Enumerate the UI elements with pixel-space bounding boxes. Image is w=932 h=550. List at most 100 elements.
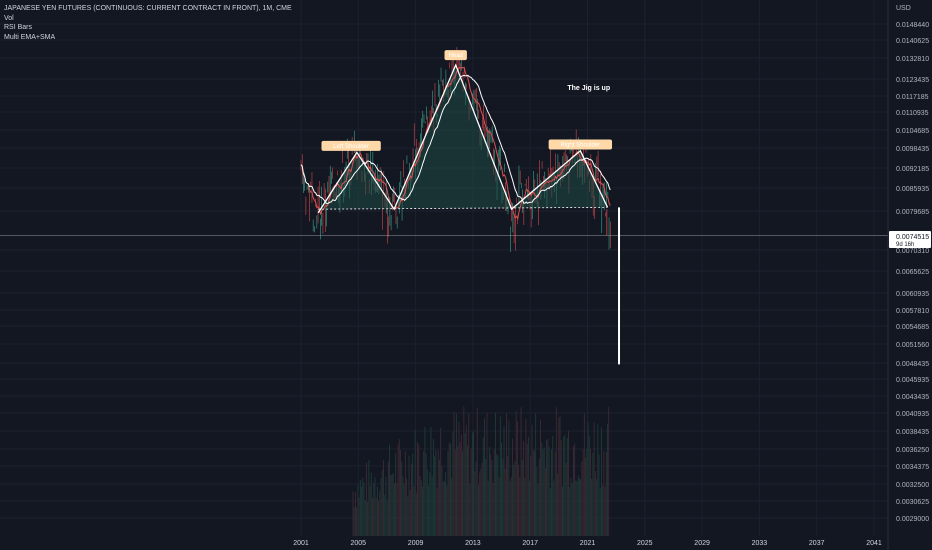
volume-bar [493, 449, 495, 536]
volume-bar [525, 418, 527, 536]
volume-bar [467, 445, 468, 536]
volume-bar [479, 472, 481, 536]
volume-bar [570, 477, 572, 536]
volume-bar [526, 443, 528, 536]
volume-bar [408, 455, 410, 536]
volume-bar [600, 427, 602, 536]
volume-bar [563, 436, 565, 536]
volume-bar [423, 451, 425, 536]
volume-bar [373, 482, 375, 536]
indicator-vol[interactable]: Vol [4, 14, 14, 22]
volume-bar [460, 434, 462, 536]
chart-title[interactable]: JAPANESE YEN FUTURES (CONTINUOUS: CURREN… [4, 5, 292, 12]
volume-bar [475, 461, 477, 536]
volume-bar [551, 449, 552, 536]
volume-bar [598, 454, 600, 536]
volume-bar [414, 429, 416, 536]
volume-bar [435, 449, 437, 536]
volume-bar [419, 476, 421, 536]
volume-bar [440, 427, 442, 536]
volume-bar [424, 426, 426, 536]
volume-bar [374, 477, 376, 536]
volume-bar [378, 500, 380, 536]
volume-bar [505, 413, 507, 536]
volume-bar [386, 499, 388, 536]
volume-bar [596, 479, 597, 536]
volume-bar [477, 485, 479, 536]
volume-bar [425, 453, 427, 536]
volume-bar [579, 478, 580, 536]
label-box [444, 50, 467, 61]
volume-bar [519, 476, 521, 536]
volume-bar [451, 477, 453, 536]
volume-bar [457, 446, 459, 536]
volume-bar [585, 457, 587, 536]
volume-bar [383, 460, 384, 536]
volume-bar [554, 451, 556, 536]
volume-bar [608, 406, 610, 536]
volume-bar [580, 479, 582, 536]
volume-bar [454, 449, 456, 536]
volume-bar [449, 443, 451, 536]
volume-bar [362, 477, 364, 536]
volume-bar [464, 433, 466, 536]
pattern-fill [318, 65, 608, 213]
volume-bar [370, 472, 372, 536]
volume-bar [569, 486, 571, 536]
volume-bar [429, 472, 431, 536]
volume-bar [577, 475, 579, 536]
volume-bar [547, 438, 549, 536]
volume-bar [513, 464, 515, 536]
volume-bar [514, 461, 516, 536]
volume-bar [393, 484, 395, 536]
volume-bar [512, 438, 513, 536]
volume-bar [441, 465, 443, 536]
volume-bar [507, 455, 509, 536]
label-box [321, 140, 381, 151]
volume-bar [530, 456, 532, 536]
volume-bar [458, 421, 460, 536]
volume-bar [591, 479, 593, 536]
volume-bar [367, 501, 369, 536]
volume-bar [473, 431, 475, 536]
volume-bar [562, 486, 563, 536]
volume-bar [491, 460, 493, 536]
volume-bar [568, 430, 569, 536]
volume-bar [486, 412, 488, 536]
volume-bar [593, 422, 595, 536]
volume-bar [485, 459, 487, 536]
volume-bar [553, 480, 555, 536]
volume-bar [406, 478, 408, 536]
pattern-label: Head [449, 53, 463, 59]
volume-bar [452, 432, 454, 536]
chart-legend: JAPANESE YEN FUTURES (CONTINUOUS: CURREN… [4, 4, 292, 42]
pattern-label: Right Shoulder [560, 142, 600, 148]
volume-bar [487, 480, 489, 536]
volume-bar [516, 421, 518, 536]
volume-bar [503, 426, 505, 536]
volume-bar [436, 487, 438, 536]
volume-bar [501, 442, 503, 536]
volume-bar [400, 450, 401, 536]
volume-bar [446, 485, 448, 536]
volume-bar [385, 476, 387, 536]
volume-bar [474, 471, 476, 536]
volume-bar [352, 491, 354, 536]
volume-bar [384, 495, 386, 536]
volume-bar [397, 444, 399, 536]
volume-bar [453, 411, 455, 536]
pattern-line [317, 63, 609, 214]
volume-bar [355, 492, 356, 536]
volume-bar [537, 483, 539, 536]
volume-bar [575, 480, 577, 536]
volume-bar [380, 477, 382, 536]
volume-bar [421, 486, 423, 536]
volume-bar [442, 481, 444, 536]
indicator-multi-ema-sma[interactable]: Multi EMA+SMA [4, 33, 56, 41]
pattern-label: Left Shoulder [333, 144, 369, 150]
volume-bar [502, 459, 504, 536]
indicator-rsi-bars[interactable]: RSI Bars [4, 24, 33, 31]
volume-bar [379, 491, 381, 536]
volume-bar [541, 442, 543, 536]
